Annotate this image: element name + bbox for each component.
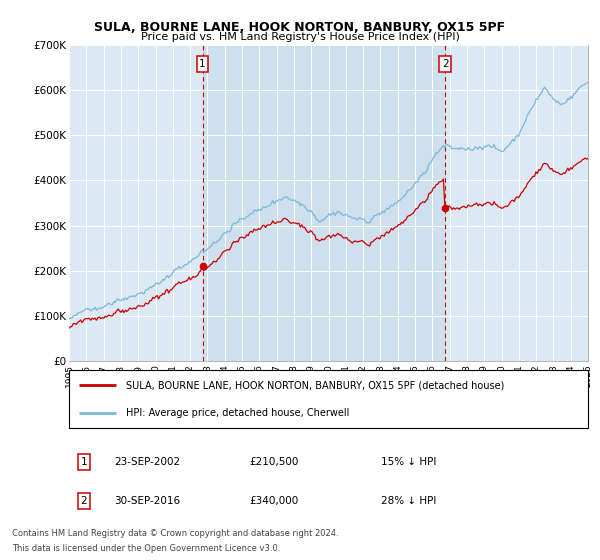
Text: SULA, BOURNE LANE, HOOK NORTON, BANBURY, OX15 5PF (detached house): SULA, BOURNE LANE, HOOK NORTON, BANBURY,…: [126, 380, 505, 390]
Text: 2: 2: [442, 59, 449, 69]
Text: £340,000: £340,000: [249, 496, 298, 506]
Text: 1: 1: [199, 59, 206, 69]
Text: HPI: Average price, detached house, Cherwell: HPI: Average price, detached house, Cher…: [126, 408, 349, 418]
Text: 23-SEP-2002: 23-SEP-2002: [114, 457, 180, 467]
Text: 1: 1: [80, 457, 88, 467]
FancyBboxPatch shape: [69, 370, 588, 428]
Text: This data is licensed under the Open Government Licence v3.0.: This data is licensed under the Open Gov…: [12, 544, 280, 553]
Text: Price paid vs. HM Land Registry's House Price Index (HPI): Price paid vs. HM Land Registry's House …: [140, 32, 460, 43]
Text: 30-SEP-2016: 30-SEP-2016: [114, 496, 180, 506]
Text: 28% ↓ HPI: 28% ↓ HPI: [381, 496, 436, 506]
Text: £210,500: £210,500: [249, 457, 298, 467]
Text: SULA, BOURNE LANE, HOOK NORTON, BANBURY, OX15 5PF: SULA, BOURNE LANE, HOOK NORTON, BANBURY,…: [94, 21, 506, 34]
Text: Contains HM Land Registry data © Crown copyright and database right 2024.: Contains HM Land Registry data © Crown c…: [12, 529, 338, 538]
Text: 15% ↓ HPI: 15% ↓ HPI: [381, 457, 436, 467]
Text: 2: 2: [80, 496, 88, 506]
